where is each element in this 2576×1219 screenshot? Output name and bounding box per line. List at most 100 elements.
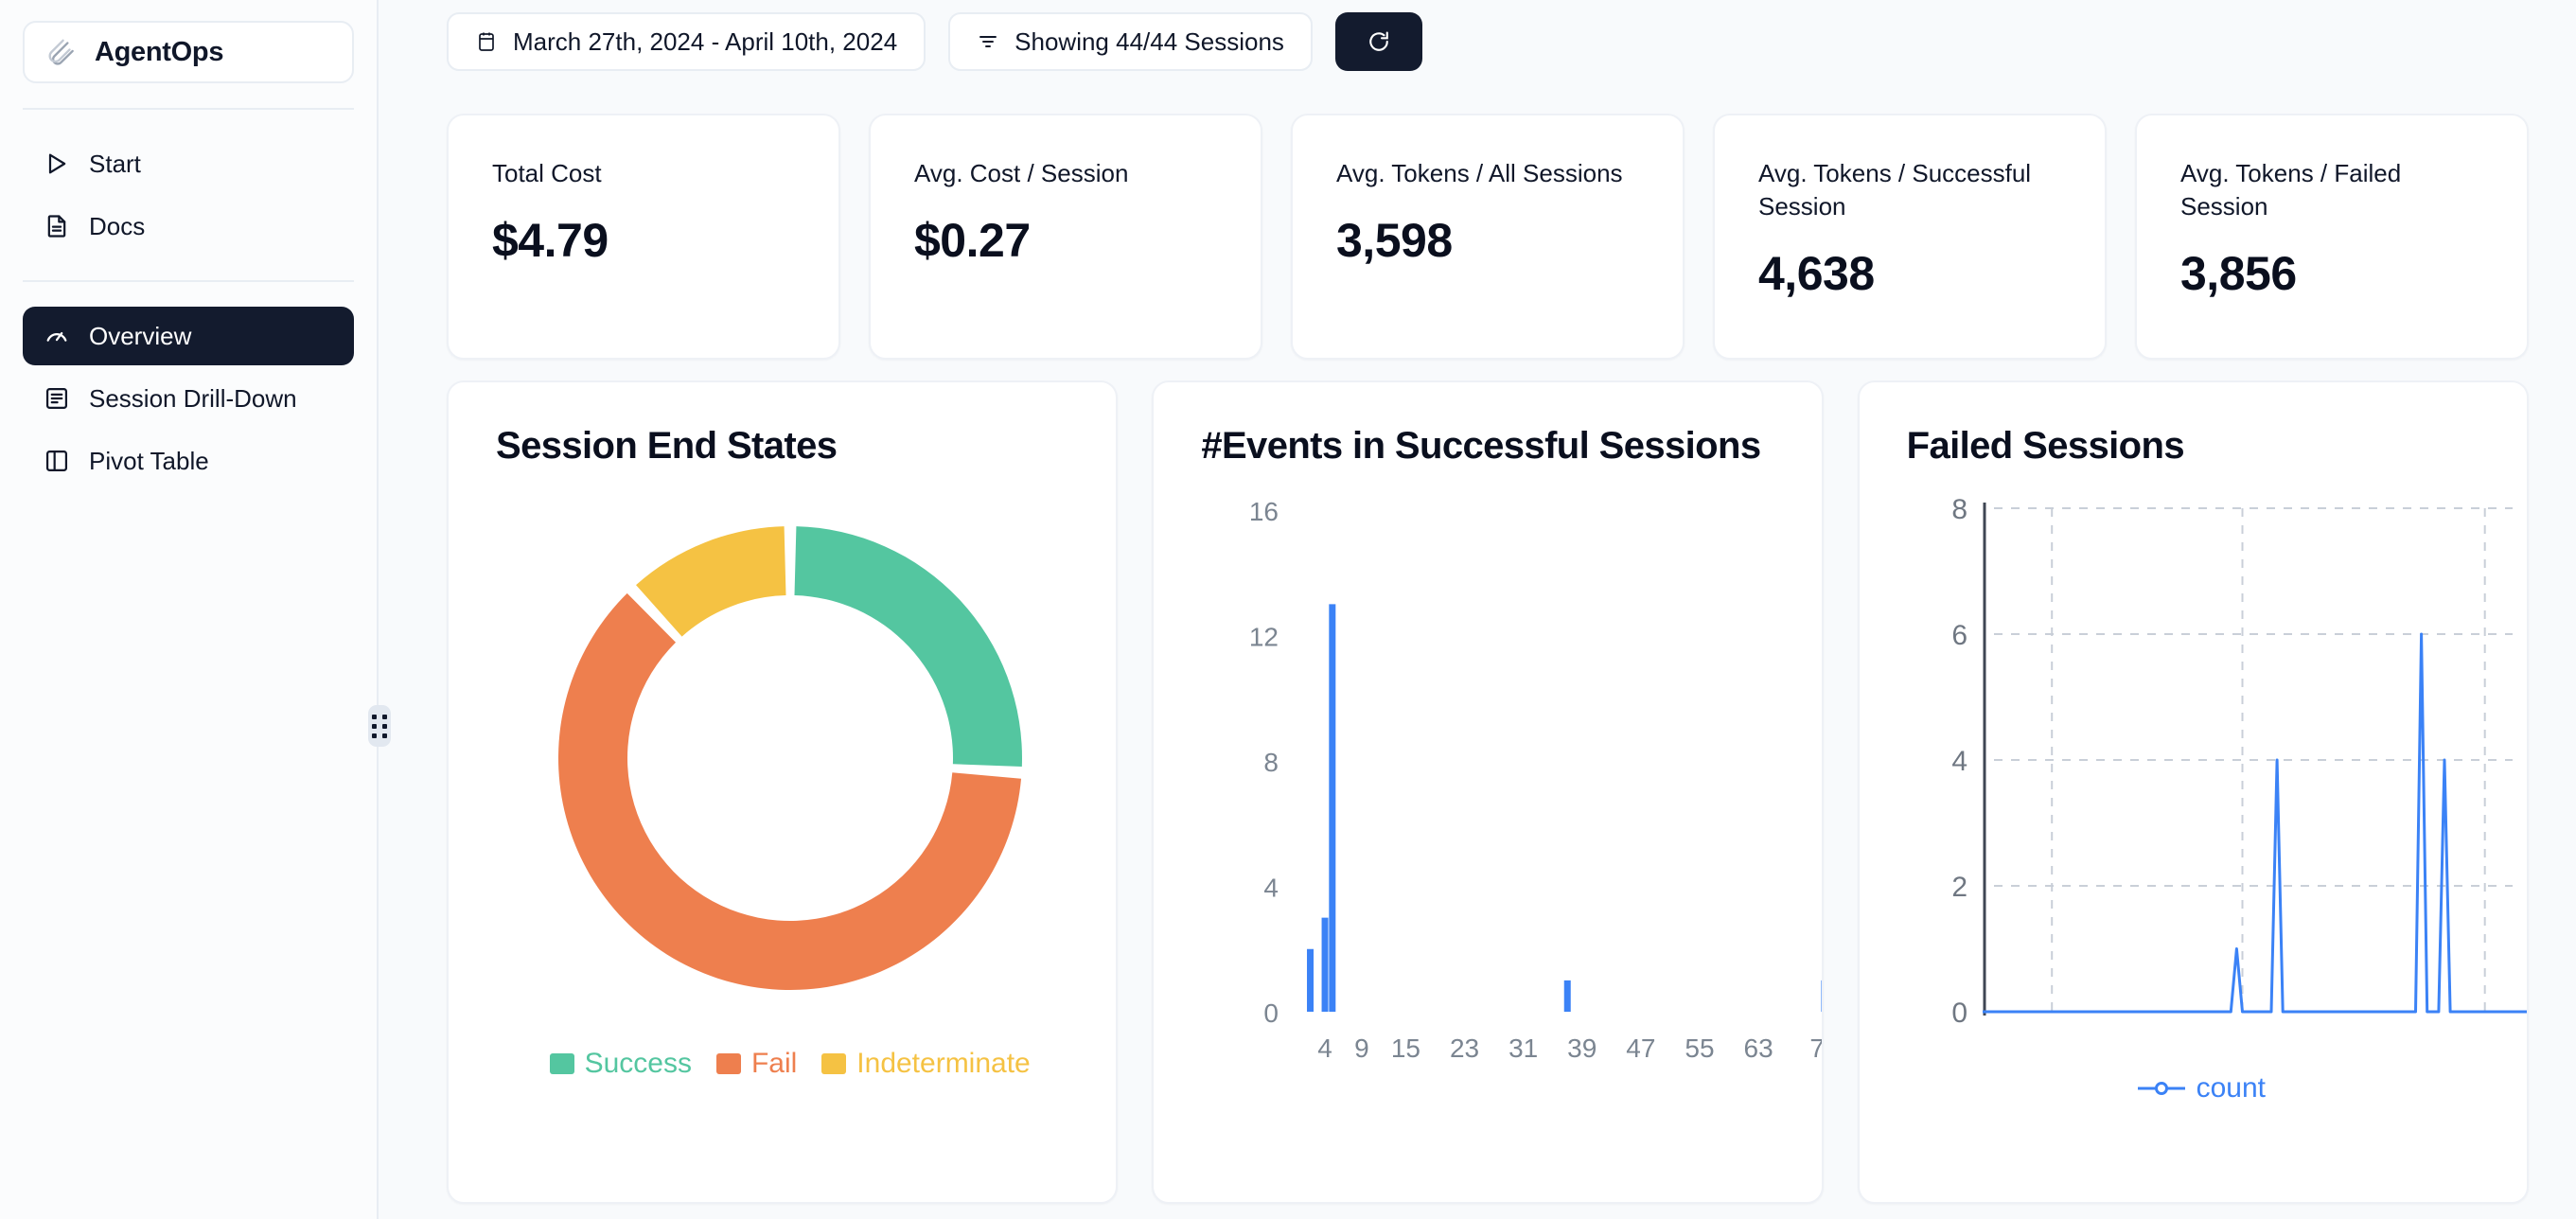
grip-dots-icon	[372, 714, 387, 738]
list-box-icon	[44, 385, 70, 412]
y-axis-tick: 2	[1951, 872, 1967, 903]
y-axis-tick: 0	[1951, 998, 1967, 1029]
x-axis-tick: 31	[1509, 1034, 1538, 1063]
x-axis-tick: 23	[1450, 1034, 1479, 1063]
y-axis-tick: 12	[1249, 623, 1279, 652]
y-axis-tick: 4	[1951, 746, 1967, 777]
sidebar-item-label: Docs	[89, 211, 146, 240]
stat-cards: Total Cost $4.79 Avg. Cost / Session $0.…	[379, 83, 2576, 360]
refresh-button[interactable]	[1334, 12, 1422, 71]
brand-name: AgentOps	[95, 36, 224, 67]
calendar-icon	[475, 30, 498, 53]
y-axis-tick: 4	[1264, 874, 1279, 903]
donut-chart	[496, 493, 1084, 1023]
stat-value: $0.27	[914, 214, 1031, 268]
sidebar-item-overview[interactable]: Overview	[23, 307, 354, 365]
x-axis-tick: 72	[1810, 1034, 1824, 1063]
legend-label: Success	[584, 1048, 692, 1080]
donut-slice-success[interactable]	[794, 526, 1022, 768]
sidebar-divider-bottom	[23, 280, 354, 282]
stat-card-avg-cost-session: Avg. Cost / Session $0.27	[869, 114, 1262, 360]
stat-card-avg-tokens-failed-session: Avg. Tokens / Failed Session 3,856	[2135, 114, 2529, 360]
y-axis-tick: 0	[1264, 998, 1279, 1028]
line-series-count[interactable]	[1982, 632, 2529, 1014]
stat-label: Avg. Cost / Session	[914, 159, 1129, 187]
document-icon	[44, 213, 70, 239]
sidebar-resize-handle[interactable]	[368, 705, 391, 747]
legend-item-indeterminate[interactable]: Indeterminate	[821, 1048, 1031, 1080]
y-axis-tick: 6	[1951, 620, 1967, 651]
sidebar-item-pivot-table[interactable]: Pivot Table	[23, 432, 354, 490]
x-axis-tick: 4	[1318, 1034, 1333, 1063]
bar[interactable]	[1307, 948, 1314, 1013]
stat-value: $4.79	[492, 214, 609, 268]
donut-slice-fail[interactable]	[557, 593, 1021, 991]
date-range-label: March 27th, 2024 - April 10th, 2024	[513, 26, 898, 56]
paperclip-logo-icon	[45, 36, 78, 68]
sidebar-item-label: Session Drill-Down	[89, 383, 297, 413]
sidebar-item-label: Overview	[89, 321, 192, 350]
stat-value: 4,638	[1758, 247, 1875, 301]
main-content: March 27th, 2024 - April 10th, 2024 Show…	[379, 0, 2576, 1219]
line-marker-icon	[2137, 1082, 2185, 1096]
sessions-filter-button[interactable]: Showing 44/44 Sessions	[948, 12, 1313, 71]
legend-item-success[interactable]: Success	[549, 1048, 692, 1080]
y-axis-tick: 8	[1951, 494, 1967, 525]
sidebar-divider-top	[23, 108, 354, 110]
x-axis-tick: 15	[1391, 1034, 1420, 1063]
stat-value: 3,598	[1336, 214, 1453, 268]
legend-label: Indeterminate	[856, 1048, 1031, 1080]
legend-item-fail[interactable]: Fail	[715, 1048, 798, 1080]
x-axis-tick: 63	[1744, 1034, 1773, 1063]
legend-swatch	[715, 1053, 741, 1075]
sidebar-item-label: Start	[89, 149, 141, 178]
panel-split-icon	[44, 448, 70, 474]
sidebar-item-label: Pivot Table	[89, 446, 209, 475]
events-bar-chart[interactable]: 0481216491523313947556372	[1201, 482, 1823, 1097]
refresh-icon	[1365, 27, 1393, 56]
toolbar: March 27th, 2024 - April 10th, 2024 Show…	[379, 0, 2576, 83]
failed-sessions-line-chart[interactable]: 0 2 4 6 8	[1907, 482, 2529, 1069]
legend-label: Fail	[750, 1048, 798, 1080]
panel-title: Failed Sessions	[1906, 425, 2185, 467]
bar[interactable]	[1329, 604, 1336, 1013]
y-axis-tick: 16	[1249, 497, 1279, 526]
stat-card-avg-tokens-all-sessions: Avg. Tokens / All Sessions 3,598	[1291, 114, 1685, 360]
x-axis-tick: 9	[1354, 1034, 1369, 1063]
gauge-icon	[44, 323, 70, 349]
stat-label: Avg. Tokens / Failed Session	[2180, 159, 2402, 221]
panel-failed-sessions: Failed Sessions 0 2 4 6 8 count	[1857, 380, 2529, 1204]
x-axis-tick: 47	[1627, 1034, 1656, 1063]
play-icon	[44, 150, 70, 177]
sidebar: AgentOps Start Docs	[0, 0, 391, 1219]
donut-legend: Success Fail Indeterminate	[496, 1048, 1084, 1080]
donut-svg	[557, 526, 1022, 991]
stat-label: Total Cost	[492, 159, 602, 187]
x-axis-tick: 39	[1568, 1034, 1597, 1063]
line-chart-legend[interactable]: count	[1907, 1072, 2495, 1104]
sidebar-item-session-drill-down[interactable]: Session Drill-Down	[23, 369, 354, 428]
y-axis-tick: 8	[1264, 748, 1279, 777]
date-range-picker[interactable]: March 27th, 2024 - April 10th, 2024	[447, 12, 926, 71]
panel-title: #Events in Successful Sessions	[1201, 425, 1761, 467]
sidebar-item-start[interactable]: Start	[23, 134, 354, 193]
filter-icon	[977, 30, 999, 53]
stat-label: Avg. Tokens / All Sessions	[1336, 159, 1623, 187]
bar[interactable]	[1822, 980, 1824, 1012]
bar[interactable]	[1321, 917, 1329, 1013]
stat-value: 3,856	[2180, 247, 2297, 301]
line-legend-label: count	[2196, 1072, 2267, 1104]
legend-swatch	[821, 1053, 847, 1075]
legend-swatch	[549, 1053, 574, 1075]
stat-label: Avg. Tokens / Successful Session	[1758, 159, 2032, 221]
sidebar-item-docs[interactable]: Docs	[23, 197, 354, 256]
chart-panels: Session End States Success Fail	[379, 360, 2576, 1204]
bar[interactable]	[1564, 980, 1572, 1013]
stat-card-avg-tokens-successful-session: Avg. Tokens / Successful Session 4,638	[1713, 114, 2107, 360]
brand-button[interactable]: AgentOps	[23, 21, 354, 83]
stat-card-total-cost: Total Cost $4.79	[447, 114, 840, 360]
sessions-filter-label: Showing 44/44 Sessions	[1015, 26, 1284, 56]
panel-events-in-successful-sessions: #Events in Successful Sessions 0 4 8 12 16 4 9…	[1152, 380, 1824, 1204]
donut-slice-indeterminate[interactable]	[635, 526, 786, 637]
